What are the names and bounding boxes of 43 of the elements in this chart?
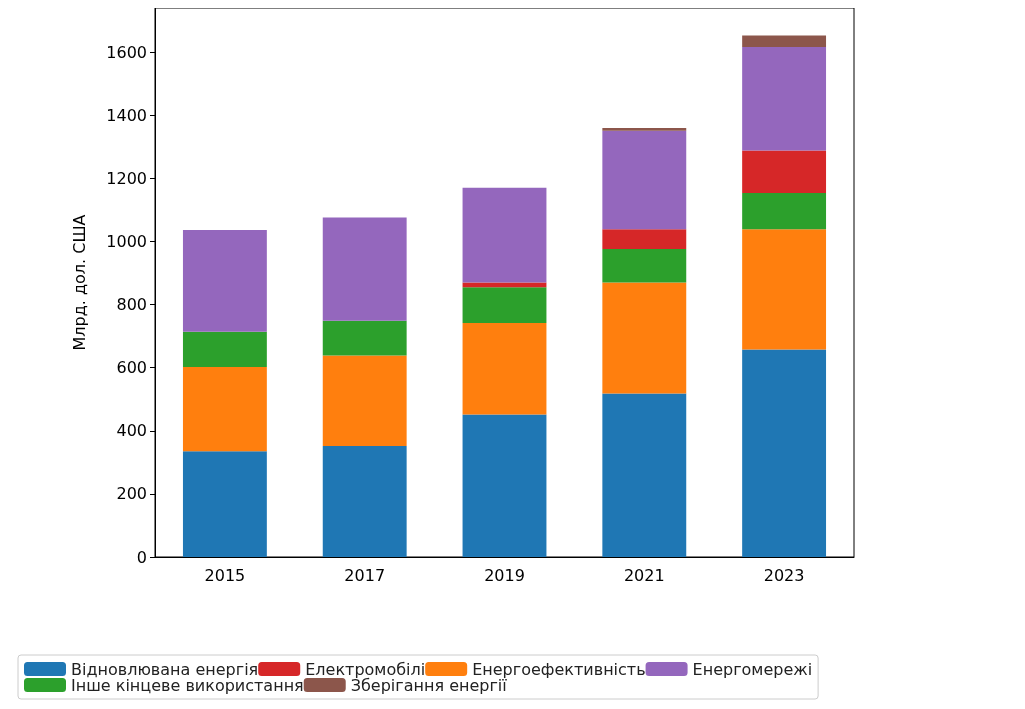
legend-label: Енергоефективність	[472, 659, 646, 679]
legend-label: Електромобілі	[305, 659, 426, 679]
bar	[182, 230, 267, 332]
bar	[742, 150, 827, 193]
bar	[602, 282, 687, 394]
y-tick-label: 200	[116, 484, 147, 504]
y-tick-label: 1400	[106, 105, 147, 125]
bar	[602, 249, 687, 283]
bar	[602, 229, 687, 250]
y-tick-label: 0	[136, 547, 147, 567]
bar	[322, 355, 407, 446]
bar	[462, 414, 547, 557]
bar	[182, 451, 267, 557]
x-tick-label: 2017	[344, 565, 386, 585]
x-tick-label: 2021	[623, 565, 665, 585]
bar	[322, 445, 407, 557]
legend-label: Відновлювана енергія	[71, 659, 259, 679]
x-tick-label: 2019	[484, 565, 525, 585]
bar	[462, 187, 547, 283]
bar	[462, 287, 547, 323]
bar	[602, 393, 687, 557]
bar	[182, 331, 267, 368]
bar	[742, 229, 827, 350]
bar	[462, 322, 547, 415]
bar	[602, 127, 687, 131]
y-tick-label: 800	[116, 295, 147, 315]
bar	[322, 217, 407, 321]
y-tick-label: 1200	[106, 168, 147, 188]
x-tick-label: 2015	[204, 565, 246, 585]
bar	[322, 320, 407, 356]
x-tick-label: 2023	[763, 565, 805, 585]
bar	[742, 35, 827, 48]
bar	[742, 192, 827, 230]
bar	[602, 130, 687, 230]
y-tick-label: 400	[116, 421, 147, 441]
y-tick-label: 600	[116, 358, 147, 378]
y-axis-title: Млрд. дол. США	[69, 214, 89, 351]
bar	[742, 47, 827, 151]
bar	[742, 349, 827, 557]
y-tick-label: 1000	[106, 231, 147, 251]
legend-label: Енергомережі	[692, 659, 813, 679]
bar	[182, 367, 267, 452]
y-tick-label: 1600	[106, 42, 147, 62]
